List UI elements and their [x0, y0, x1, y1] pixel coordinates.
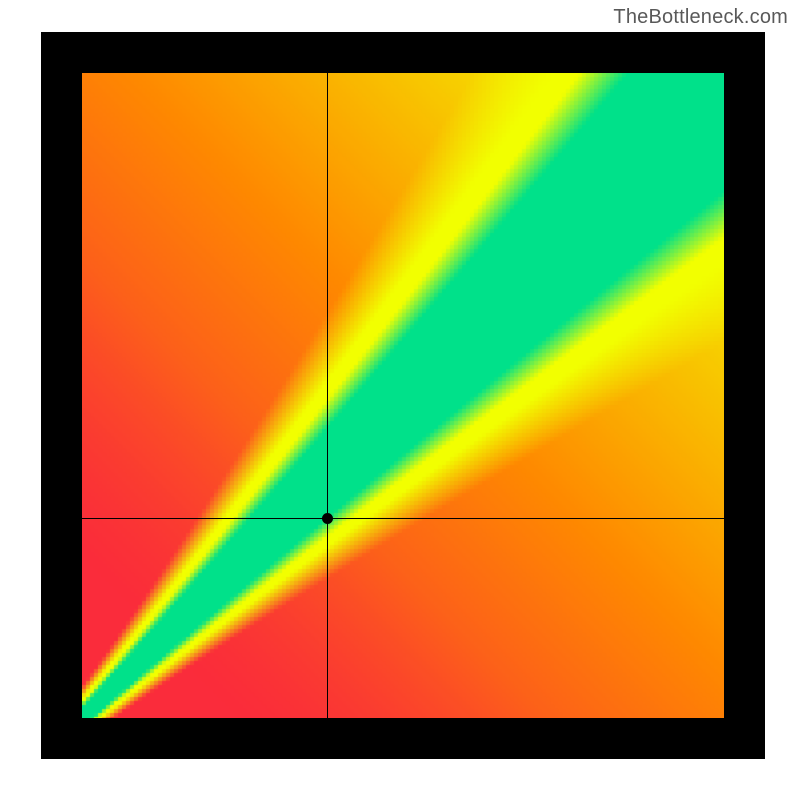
crosshair-vertical [327, 73, 328, 718]
crosshair-marker [322, 513, 333, 524]
crosshair-horizontal [82, 518, 724, 519]
plot-frame [41, 32, 765, 759]
watermark-text: TheBottleneck.com [613, 6, 788, 29]
chart-container: TheBottleneck.com [0, 0, 800, 800]
